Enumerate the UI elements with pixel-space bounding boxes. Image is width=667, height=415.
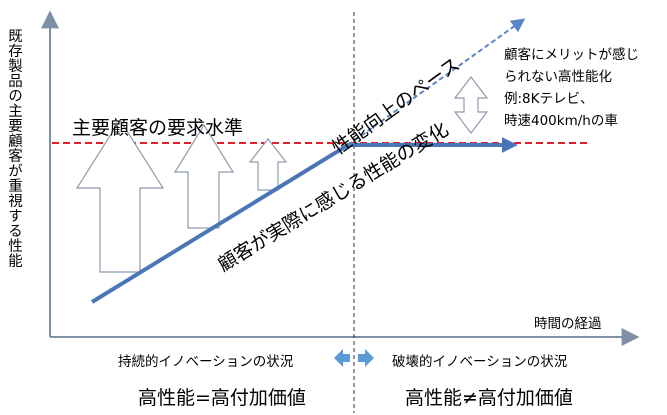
- y-axis-label: 既存製品の主要顧客が重視する性能: [6, 28, 22, 268]
- right-arrow-icon: [358, 349, 374, 367]
- x-axis-label: 時間の経過: [534, 316, 602, 332]
- note-box: 顧客にメリットが感じ られない高性能化 例:8Kテレビ、 時速400km/hの車: [504, 44, 639, 132]
- left-equation: 高性能=高付加価値: [138, 387, 306, 409]
- note-line: 時速400km/hの車: [504, 113, 618, 129]
- left-arrow-icon: [334, 349, 350, 367]
- note-line: られない高性能化: [504, 69, 612, 85]
- gap-arrow-small: [248, 138, 288, 191]
- gap-arrow-large: [75, 118, 165, 273]
- note-line: 例:8Kテレビ、: [504, 91, 594, 107]
- customer-requirement-label: 主要顧客の要求水準: [72, 117, 244, 139]
- performance-pace-line: [347, 18, 526, 146]
- left-situation-label: 持続的イノベーションの状況: [118, 354, 294, 370]
- gap-arrow-medium: [173, 123, 235, 229]
- right-equation: 高性能≠高付加価値: [405, 387, 573, 409]
- right-situation-label: 破壊的イノベーションの状況: [392, 354, 568, 370]
- gap-double-arrow: [453, 76, 489, 134]
- note-line: 顧客にメリットが感じ: [504, 47, 639, 63]
